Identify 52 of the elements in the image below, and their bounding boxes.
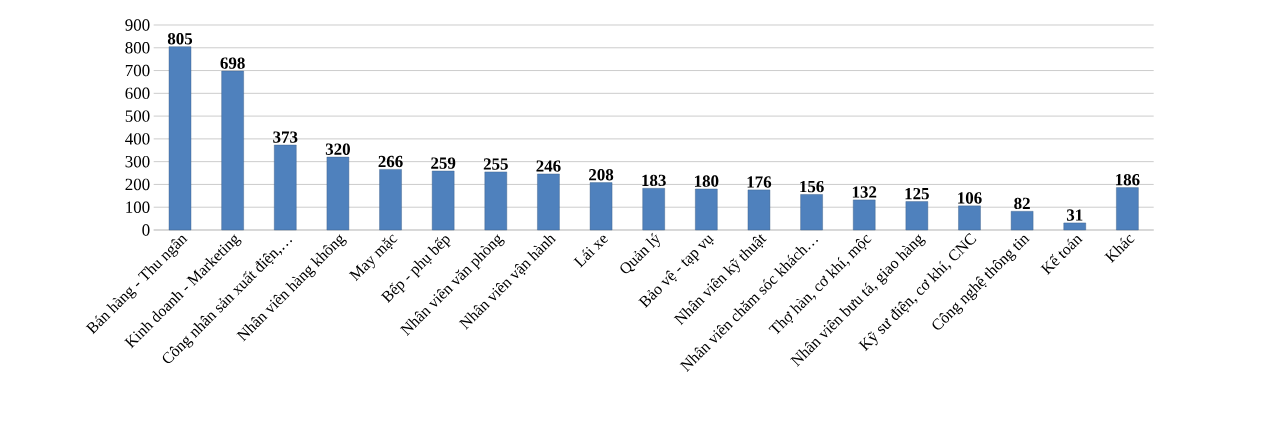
bar xyxy=(326,156,350,231)
bar xyxy=(537,173,560,231)
y-tick-label: 300 xyxy=(125,155,150,168)
bar xyxy=(274,144,297,231)
y-tick-label: 600 xyxy=(125,87,150,100)
data-label: 183 xyxy=(642,174,666,187)
bar xyxy=(431,170,455,231)
bar xyxy=(484,171,507,231)
x-tick-label: Kế toán xyxy=(1040,236,1083,275)
bar xyxy=(379,169,402,231)
data-label: 31 xyxy=(1066,209,1083,221)
data-label: 373 xyxy=(273,131,298,143)
data-label: 180 xyxy=(694,175,719,187)
bar xyxy=(1116,187,1139,231)
x-tick-label: Quản lý xyxy=(620,232,660,274)
y-tick-label: 900 xyxy=(125,19,150,31)
data-label: 156 xyxy=(800,180,824,193)
y-tick-label: 100 xyxy=(126,201,150,213)
data-label: 246 xyxy=(536,160,561,172)
data-label: 698 xyxy=(220,57,245,69)
bar xyxy=(695,188,718,231)
y-tick-label: 0 xyxy=(142,224,150,236)
data-label: 255 xyxy=(483,158,508,170)
y-tick-label: 500 xyxy=(125,110,150,122)
bar xyxy=(905,201,929,231)
data-label: 106 xyxy=(958,192,982,204)
bar xyxy=(1010,211,1034,231)
y-tick-label: 800 xyxy=(125,42,150,54)
data-label: 82 xyxy=(1014,197,1030,210)
data-label: 132 xyxy=(852,186,877,198)
data-label: 176 xyxy=(747,176,772,188)
bar xyxy=(168,46,192,231)
bar xyxy=(853,199,876,231)
data-label: 208 xyxy=(589,168,614,181)
y-tick-label: 200 xyxy=(125,178,150,191)
bar xyxy=(958,205,981,231)
data-label: 186 xyxy=(1116,174,1140,186)
bar xyxy=(642,188,665,231)
bar xyxy=(747,189,771,231)
bar xyxy=(589,182,613,231)
y-tick-label: 400 xyxy=(125,133,150,145)
data-label: 320 xyxy=(325,143,350,155)
y-tick-label: 700 xyxy=(125,64,150,77)
data-label: 266 xyxy=(378,155,403,168)
bar xyxy=(221,70,244,231)
bar xyxy=(1063,222,1086,231)
bar xyxy=(800,194,823,231)
data-label: 125 xyxy=(905,187,929,200)
x-tick-label: May mặc xyxy=(348,234,398,282)
data-label: 259 xyxy=(431,157,456,169)
x-tick-label: Lái xe xyxy=(573,235,608,268)
data-label: 805 xyxy=(167,33,193,45)
